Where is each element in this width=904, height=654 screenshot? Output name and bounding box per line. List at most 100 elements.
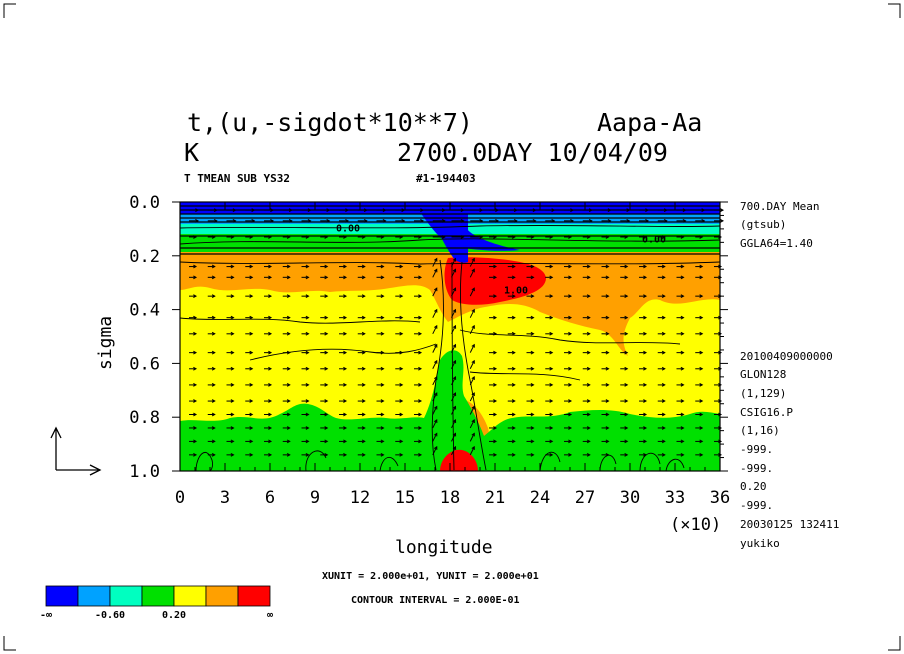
vector-arrow-head — [268, 452, 273, 457]
vector-arrow — [432, 269, 438, 278]
vector-arrow-head — [452, 432, 457, 437]
vector-arrow-head — [605, 426, 610, 430]
title-right: Aapa-Aa — [597, 108, 702, 137]
vector-arrow-head — [399, 235, 404, 239]
vector-arrow-head — [643, 412, 648, 417]
vector-arrow-head — [699, 350, 704, 355]
vector-arrow-head — [268, 315, 273, 320]
vector-arrow-head — [195, 208, 200, 212]
vector-arrow-head — [626, 208, 631, 212]
vector-arrow-head — [568, 452, 573, 457]
vector-arrow-head — [493, 426, 498, 430]
x-tick-label: 24 — [530, 488, 550, 508]
vector-arrow-head — [230, 383, 235, 387]
vector-arrow-head — [549, 264, 554, 269]
vector-arrow-head — [361, 331, 366, 336]
vector-arrow-head — [418, 315, 423, 320]
vector-arrow-head — [343, 294, 348, 299]
vector-arrow-head — [605, 294, 610, 299]
vector-arrow-head — [434, 432, 438, 437]
vector-arrow-head — [418, 383, 423, 387]
x-axis: 0 3 6 9 12 15 18 21 24 27 30 33 36 — [175, 202, 730, 508]
vector-arrow-head — [530, 439, 535, 444]
vector-arrow-head — [493, 412, 498, 417]
vector-arrow-head — [211, 366, 216, 371]
vector-arrow-head — [249, 412, 254, 417]
vector-arrow-head — [568, 294, 573, 299]
vector-arrow-head — [643, 275, 648, 280]
vector-arrow-head — [211, 275, 216, 280]
contour-label: 0.00 — [336, 224, 360, 235]
vector-arrow-head — [230, 331, 235, 336]
vector-arrow-head — [605, 399, 610, 403]
colorbar-swatch — [237, 585, 271, 607]
vector-arrow-head — [195, 218, 200, 223]
vector-arrow-head — [495, 218, 500, 223]
vector-arrow-head — [452, 392, 457, 397]
vector-arrow — [469, 406, 475, 415]
vector-arrow-head — [479, 235, 484, 239]
vector-arrow-head — [682, 208, 687, 212]
right-info-line: -999. — [740, 499, 773, 512]
vector-arrow-head — [549, 350, 554, 355]
subtitle-mid: #1-194403 — [416, 172, 476, 185]
vector-arrow-head — [607, 218, 612, 223]
vector-arrow-head — [530, 235, 535, 239]
vector-arrow-head — [343, 264, 348, 269]
vector-arrow-head — [699, 264, 704, 269]
vector-arrow-head — [380, 294, 385, 299]
vector-arrow-head — [586, 426, 591, 430]
vector-arrow-head — [718, 275, 723, 280]
vector-arrow-head — [361, 350, 366, 355]
y-axis-label: sigma — [95, 316, 116, 370]
vector-arrow-head — [661, 399, 666, 403]
vector-arrow-head — [286, 264, 291, 269]
vector-arrow-head — [324, 294, 329, 299]
vector-arrow-head — [343, 235, 348, 239]
vector-arrow-head — [305, 399, 310, 403]
vector-arrow-head — [418, 366, 423, 371]
vector-arrow — [432, 406, 438, 415]
vector-arrow-head — [549, 426, 554, 430]
vector-arrow-head — [324, 235, 329, 239]
vector-arrow-head — [624, 426, 629, 430]
vector-arrow-head — [471, 257, 475, 262]
vector-arrow — [432, 446, 438, 456]
x-tick-label: 30 — [620, 488, 640, 508]
vector-arrow-head — [605, 383, 610, 387]
vector-arrow-head — [324, 366, 329, 371]
vector-arrow — [469, 392, 475, 402]
vector-arrow-head — [230, 350, 235, 355]
vector-arrow-head — [399, 275, 404, 280]
x-tick-label: 33 — [665, 488, 685, 508]
x-tick-label: 0 — [175, 488, 185, 508]
vector-arrow-head — [230, 366, 235, 371]
vector-arrow-head — [661, 366, 666, 371]
vector-arrow-head — [324, 331, 329, 336]
vector-arrow-head — [568, 366, 573, 371]
right-info-line: 20030125 132411 — [740, 518, 839, 531]
vector-arrow-head — [605, 331, 610, 336]
right-info-line: GGLA64=1.40 — [740, 237, 813, 250]
vector-arrow-head — [643, 350, 648, 355]
vector-arrow-head — [699, 275, 704, 280]
vector-arrow-head — [361, 439, 366, 444]
vector-arrow-head — [530, 331, 535, 336]
vector-arrow-head — [452, 419, 457, 423]
vector-arrow-head — [441, 235, 446, 239]
time-label: 2700.0DAY 10/04/09 — [397, 138, 668, 167]
vector-arrow-head — [361, 264, 366, 269]
x-tick-label: 3 — [220, 488, 230, 508]
vector-arrow-head — [361, 275, 366, 280]
vector-arrow-head — [661, 383, 666, 387]
vector-arrow-head — [586, 235, 591, 239]
vector-arrow-head — [249, 399, 254, 403]
vector-arrow-head — [680, 426, 685, 430]
vector-arrow-head — [230, 399, 235, 403]
vector-arrow-head — [343, 275, 348, 280]
vector-arrow-head — [718, 264, 723, 269]
vector-arrow-head — [249, 331, 254, 336]
contour-interval-note: CONTOUR INTERVAL = 2.000E-01 — [351, 595, 520, 606]
right-info-line: (1,16) — [740, 424, 780, 437]
vector-arrow-head — [661, 315, 666, 320]
